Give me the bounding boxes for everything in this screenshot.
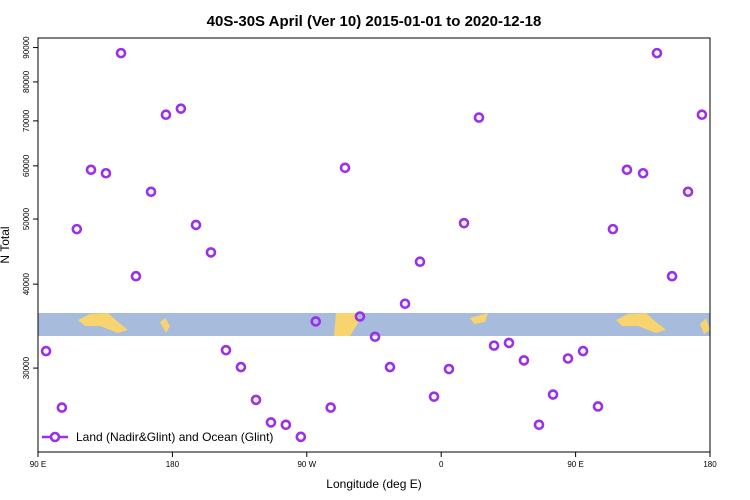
point bbox=[458, 217, 470, 229]
point bbox=[533, 419, 545, 431]
point bbox=[100, 167, 112, 179]
y-tick-label: 90000 bbox=[22, 36, 31, 59]
point bbox=[607, 223, 619, 235]
point bbox=[160, 109, 172, 120]
point bbox=[295, 431, 307, 443]
point bbox=[115, 47, 127, 59]
point bbox=[40, 345, 52, 357]
chart-title: 40S-30S April (Ver 10) 2015-01-01 to 202… bbox=[207, 13, 542, 30]
y-tick-label: 40000 bbox=[22, 272, 31, 295]
point bbox=[354, 311, 366, 322]
point bbox=[518, 355, 530, 366]
y-tick-label: 30000 bbox=[22, 356, 31, 379]
point bbox=[399, 298, 411, 310]
point bbox=[310, 316, 322, 327]
point bbox=[235, 361, 247, 373]
point bbox=[547, 389, 559, 400]
point bbox=[637, 167, 649, 179]
point bbox=[85, 164, 97, 176]
point bbox=[280, 419, 292, 431]
plot-frame bbox=[37, 37, 711, 453]
point bbox=[205, 247, 217, 258]
point bbox=[682, 186, 694, 198]
point bbox=[592, 401, 604, 412]
x-tick-label: 90 E bbox=[30, 460, 46, 469]
legend: Land (Nadir&Glint) and Ocean (Glint) bbox=[42, 430, 273, 444]
point bbox=[503, 337, 515, 349]
point bbox=[384, 361, 396, 373]
x-tick-label: 90 E bbox=[567, 460, 583, 469]
y-tick-label: 60000 bbox=[22, 154, 31, 177]
point bbox=[428, 391, 440, 402]
point bbox=[488, 340, 500, 351]
y-tick-label: 70000 bbox=[22, 109, 31, 132]
point bbox=[145, 186, 157, 198]
y-tick-label: 80000 bbox=[22, 70, 31, 93]
point bbox=[175, 103, 187, 114]
point bbox=[473, 112, 485, 123]
point bbox=[443, 363, 455, 375]
x-tick-label: 180 bbox=[166, 460, 180, 469]
point bbox=[250, 394, 262, 406]
point bbox=[130, 270, 142, 282]
y-tick-label: 50000 bbox=[22, 207, 31, 230]
map-strip bbox=[38, 313, 710, 336]
point bbox=[562, 353, 574, 364]
point bbox=[56, 402, 68, 413]
point bbox=[414, 256, 426, 267]
x-tick-label: 180 bbox=[703, 460, 717, 469]
point bbox=[621, 164, 633, 176]
point bbox=[265, 417, 277, 428]
point bbox=[339, 162, 351, 174]
x-tick-label: 0 bbox=[439, 460, 444, 469]
point bbox=[325, 402, 336, 413]
point bbox=[696, 109, 708, 120]
legend-label: Land (Nadir&Glint) and Ocean (Glint) bbox=[76, 430, 273, 444]
legend-marker bbox=[49, 431, 61, 443]
point bbox=[577, 345, 589, 357]
x-tick-label: 90 W bbox=[297, 460, 316, 469]
point bbox=[666, 270, 678, 282]
y-axis-label: N Total bbox=[0, 226, 12, 263]
point bbox=[369, 331, 381, 343]
point bbox=[71, 223, 83, 235]
point bbox=[220, 344, 232, 356]
x-axis-label: Longitude (deg E) bbox=[326, 477, 421, 491]
point bbox=[651, 47, 663, 59]
point bbox=[190, 219, 202, 231]
